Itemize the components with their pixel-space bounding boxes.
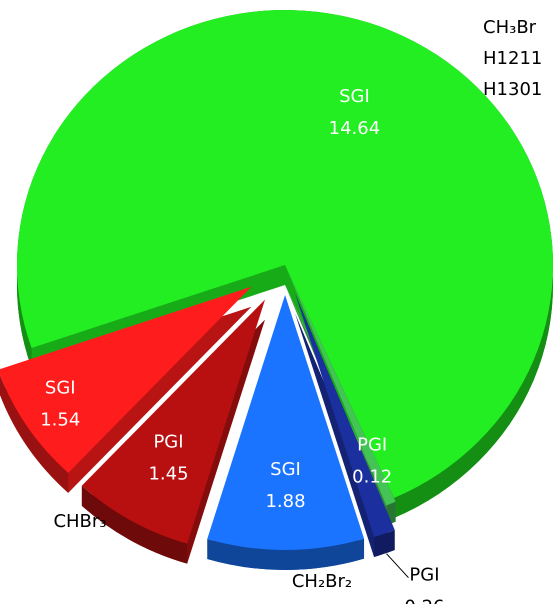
slice-category: SGI [45,378,76,399]
group-label: H1301 [483,79,542,100]
group-label: CHBr₃ [53,511,106,532]
slice-rim [0,374,69,493]
slice-category: SGI [270,459,301,480]
slice-value: 0.26 [404,597,444,604]
slice-value: 0.12 [352,466,392,487]
leader-line [386,553,409,578]
slice-rim [207,538,365,570]
slice-category: PGI [357,434,387,455]
pie-slice [0,286,252,473]
pie-slice [207,294,365,550]
slice-rim [374,529,395,557]
group-label: H1211 [483,48,542,69]
group-label: CH₂Br₂ [292,571,352,592]
slice-value: 1.54 [40,410,80,431]
pie-slice [286,268,396,506]
slice-value: 14.64 [329,118,381,139]
pie-slice [81,299,265,544]
slice-value: 1.45 [148,464,188,485]
slice-category: PGI [409,565,439,586]
slice-category: SGI [339,86,370,107]
slice-value: 1.88 [265,491,305,512]
pie-slice [295,293,395,537]
group-label: CH₃Br [483,17,537,38]
slice-category: PGI [153,432,183,453]
pie-slice [17,10,554,498]
slice-rim [81,485,188,564]
